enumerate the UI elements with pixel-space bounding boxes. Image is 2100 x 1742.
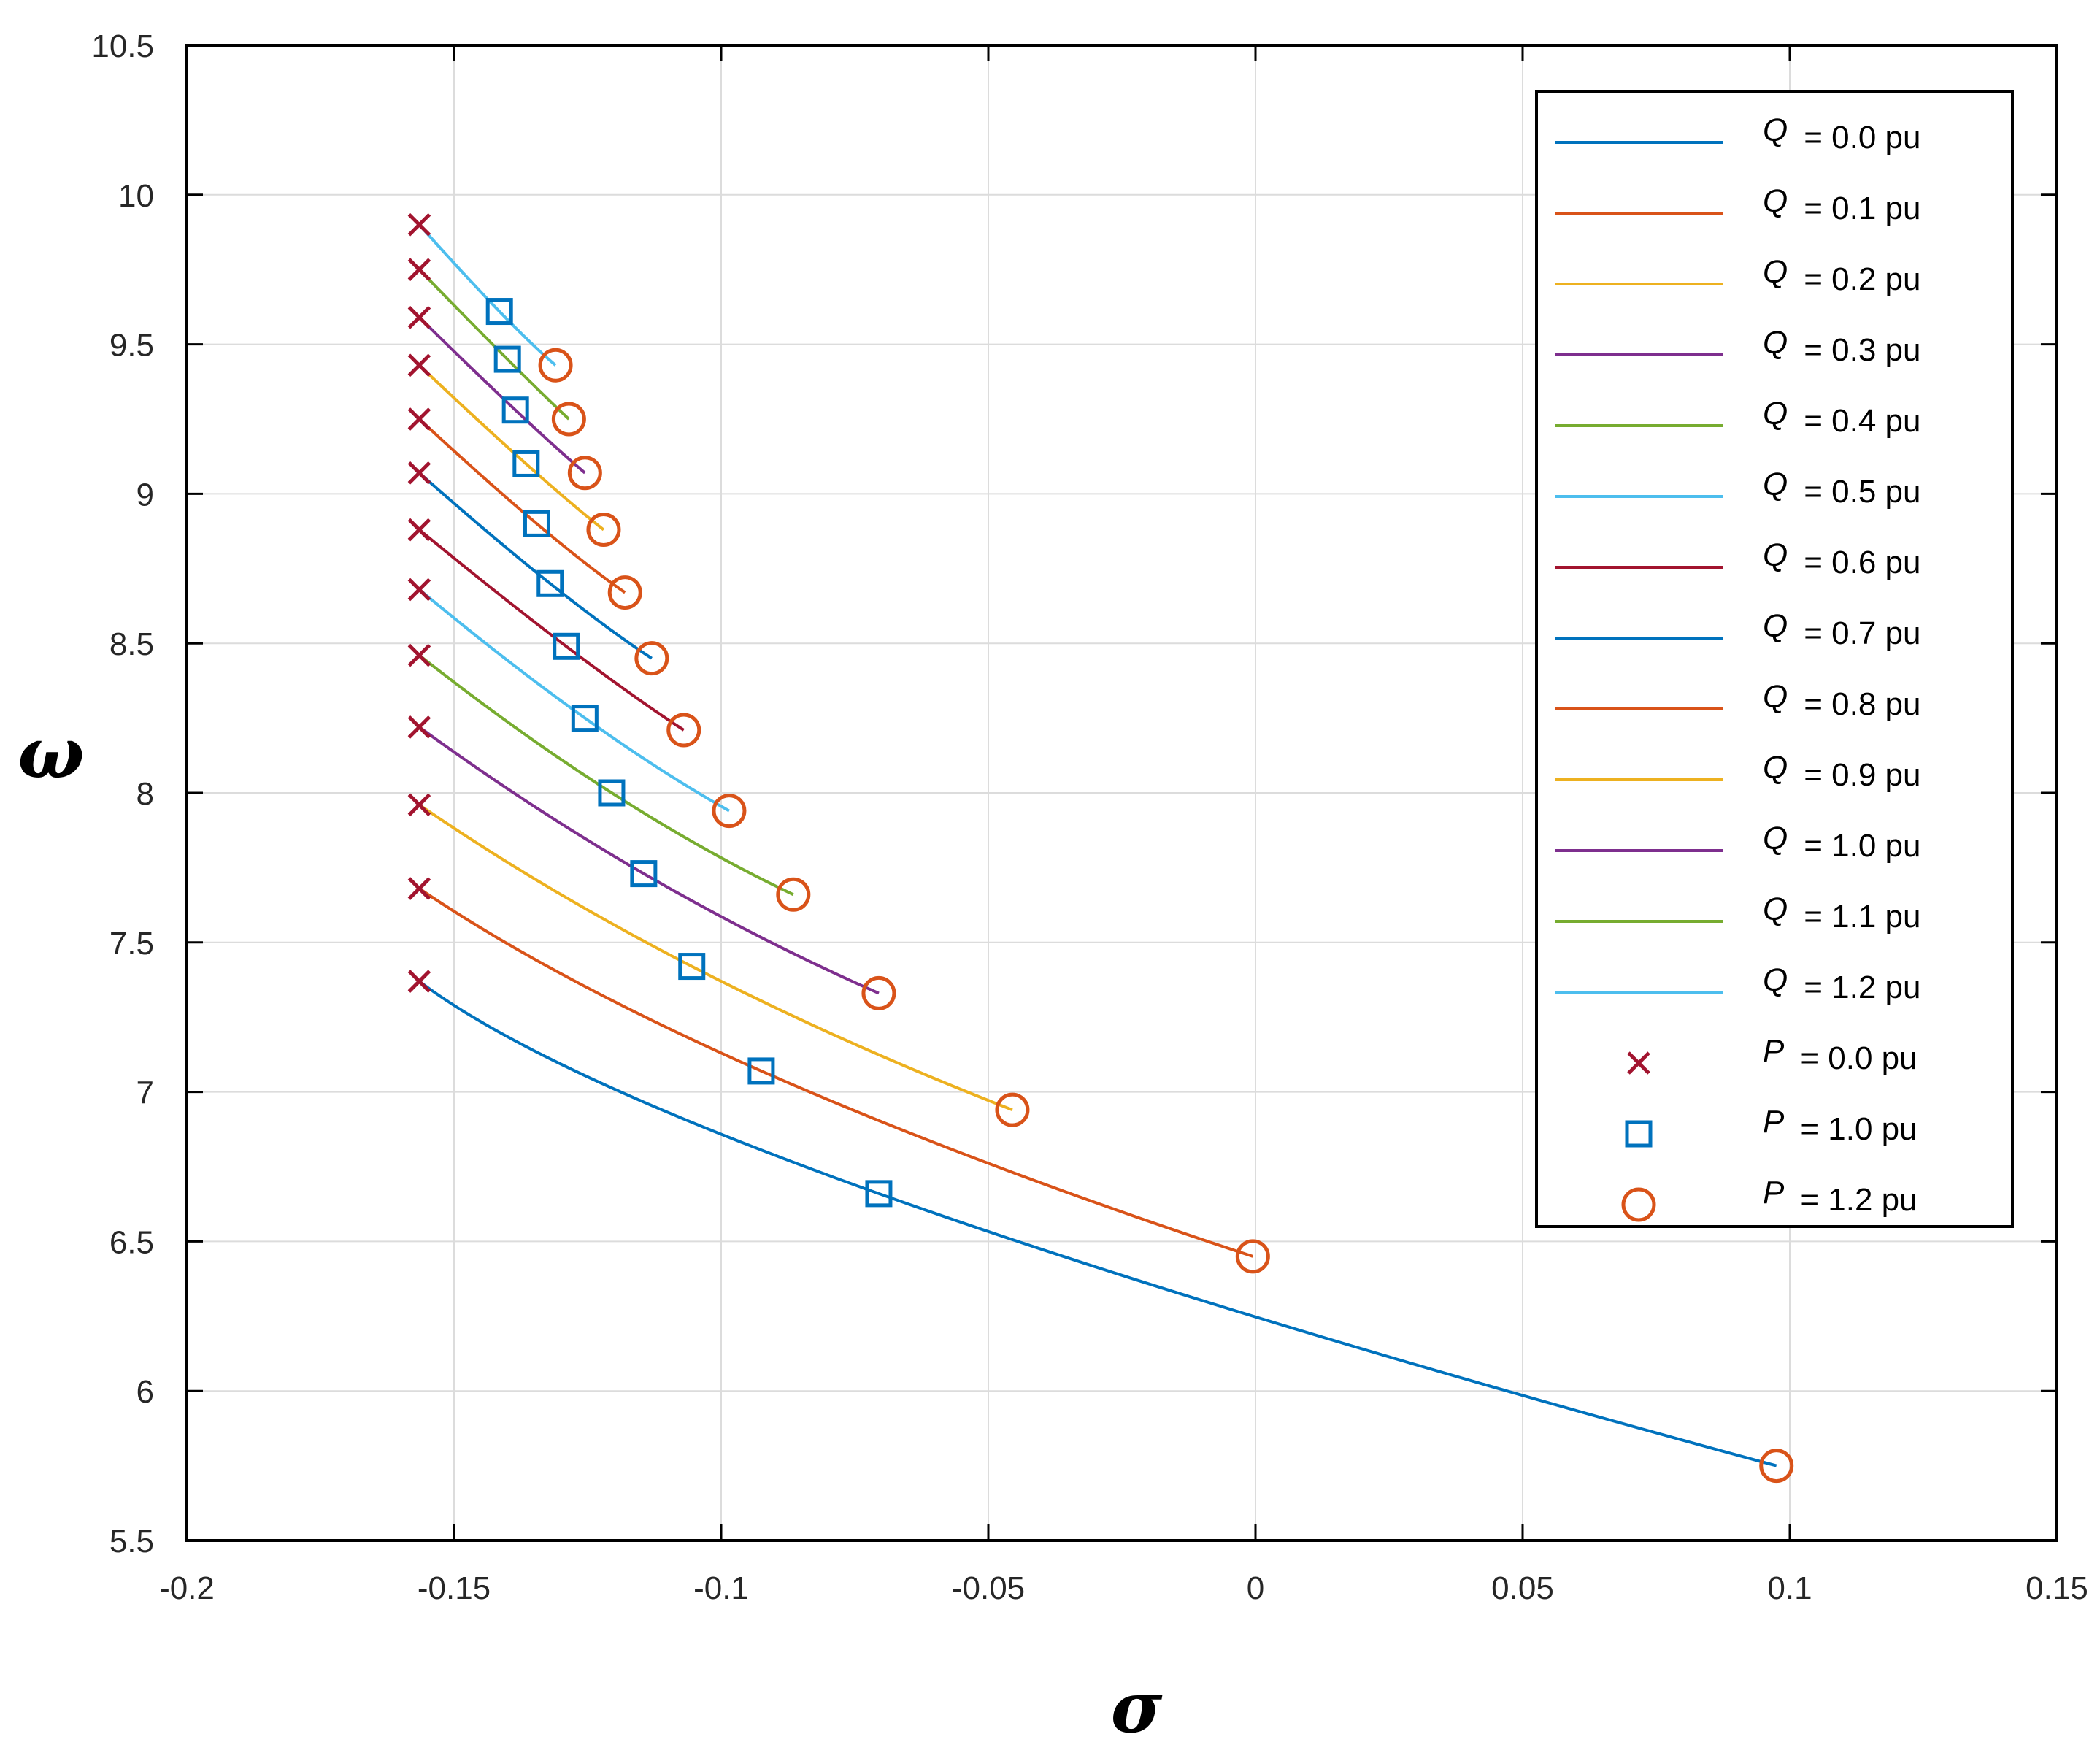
legend-variable: P — [1763, 1104, 1785, 1140]
legend-value: = 0.9 pu — [1804, 757, 1920, 793]
legend-variable: Q — [1763, 891, 1788, 927]
legend-value: = 1.1 pu — [1804, 899, 1920, 935]
legend-value: = 1.2 pu — [1804, 970, 1920, 1005]
legend-variable: Q — [1763, 679, 1788, 715]
legend-variable: Q — [1763, 396, 1788, 431]
legend-variable: P — [1763, 1175, 1785, 1210]
y-tick-label: 8 — [136, 776, 154, 812]
legend-variable: Q — [1763, 112, 1788, 148]
y-tick-label: 9 — [136, 477, 154, 513]
x-axis-label: σ — [1111, 1666, 1163, 1742]
y-axis-label: ω — [18, 712, 84, 794]
x-tick-label: 0.05 — [1491, 1570, 1554, 1606]
legend-value: = 0.6 pu — [1804, 545, 1920, 580]
legend-value: = 0.0 pu — [1804, 120, 1920, 156]
x-tick-label: 0 — [1247, 1570, 1264, 1606]
x-tick-label: -0.15 — [418, 1570, 491, 1606]
y-tick-label: 8.5 — [109, 626, 154, 662]
legend-value: = 0.5 pu — [1804, 474, 1920, 510]
legend-variable: Q — [1763, 325, 1788, 361]
legend-value: = 1.2 pu — [1800, 1182, 1917, 1218]
y-tick-label: 10.5 — [91, 28, 154, 64]
legend: Q = 0.0 pu Q = 0.1 pu Q = 0.2 pu Q = 0.3 pu Q = 0… — [1536, 91, 2012, 1227]
x-tick-label: 0.15 — [2026, 1570, 2088, 1606]
legend-variable: Q — [1763, 821, 1788, 856]
x-tick-label: -0.1 — [693, 1570, 749, 1606]
legend-variable: Q — [1763, 608, 1788, 644]
legend-value: = 1.0 pu — [1804, 828, 1920, 864]
y-tick-label: 7 — [136, 1075, 154, 1111]
sigma-omega-chart: -0.2 -0.15 -0.1 -0.05 0 0.05 0.1 0.15 5.5 6 6.5 7 7… — [0, 0, 2100, 1742]
legend-variable: P — [1763, 1033, 1785, 1069]
legend-value: = 0.0 pu — [1800, 1040, 1917, 1076]
legend-variable: Q — [1763, 962, 1788, 998]
legend-value: = 0.7 pu — [1804, 615, 1920, 651]
legend-value: = 0.4 pu — [1804, 403, 1920, 439]
legend-variable: Q — [1763, 183, 1788, 219]
legend-value: = 1.0 pu — [1800, 1111, 1917, 1147]
legend-variable: Q — [1763, 254, 1788, 290]
legend-variable: Q — [1763, 467, 1788, 502]
x-tick-label: -0.2 — [159, 1570, 215, 1606]
y-tick-label: 6 — [136, 1374, 154, 1410]
y-tick-label: 10 — [118, 178, 154, 214]
y-tick-label: 7.5 — [109, 926, 154, 962]
legend-variable: Q — [1763, 537, 1788, 573]
legend-value: = 0.8 pu — [1804, 686, 1920, 722]
x-tick-label: -0.05 — [952, 1570, 1025, 1606]
legend-value: = 0.1 pu — [1804, 191, 1920, 226]
y-tick-label: 5.5 — [109, 1524, 154, 1559]
y-tick-label: 6.5 — [109, 1224, 154, 1260]
x-tick-label: 0.1 — [1767, 1570, 1812, 1606]
legend-value: = 0.2 pu — [1804, 261, 1920, 297]
legend-value: = 0.3 pu — [1804, 332, 1920, 368]
legend-variable: Q — [1763, 750, 1788, 786]
y-tick-label: 9.5 — [109, 328, 154, 364]
